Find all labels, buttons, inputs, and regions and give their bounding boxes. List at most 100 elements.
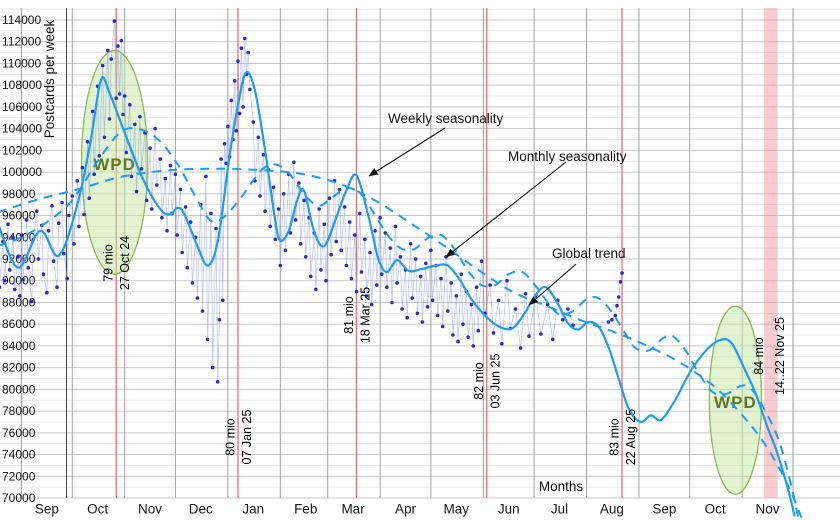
scatter-point [241, 105, 245, 109]
scatter-point [209, 211, 213, 216]
scatter-point [106, 48, 110, 53]
scatter-point [119, 38, 124, 43]
scatter-point [183, 205, 188, 209]
scatter-point [70, 194, 75, 198]
y-tick-label: 82000 [2, 361, 36, 375]
y-tick-label: 88000 [2, 295, 36, 309]
scatter-point [256, 135, 261, 140]
scatter-point [418, 274, 423, 279]
month-label: Jul [551, 502, 568, 517]
scatter-point [85, 139, 90, 144]
scatter-point [102, 135, 107, 140]
scatter-point [398, 254, 403, 259]
event-value-label: 81 mio [342, 296, 356, 334]
y-tick-label: 104000 [2, 122, 42, 136]
scatter-point [107, 117, 112, 121]
scatter-point [261, 152, 266, 157]
y-tick-label: 74000 [2, 448, 36, 462]
scatter-point [11, 235, 15, 240]
scatter-point [2, 278, 7, 283]
scatter-point [195, 296, 200, 300]
scatter-point [496, 298, 501, 303]
scatter-point [219, 157, 223, 161]
scatter-point [180, 250, 184, 255]
scatter-point [271, 185, 276, 190]
scatter-point [302, 198, 306, 203]
scatter-point [344, 263, 349, 268]
scatter-point [353, 233, 357, 237]
scatter-point [430, 298, 435, 303]
y-tick-label: 86000 [2, 317, 36, 331]
scatter-point [550, 337, 555, 342]
scatter-point [173, 172, 178, 177]
scatter-point [319, 268, 323, 272]
scatter-point [425, 305, 430, 309]
scatter-point [117, 92, 122, 96]
scatter-point [263, 209, 267, 213]
scatter-point [527, 334, 531, 338]
scatter-point [369, 302, 374, 307]
scatter-points [0, 19, 624, 384]
y-tick-label: 108000 [2, 78, 42, 92]
scatter-point [239, 46, 244, 50]
scatter-point [454, 294, 459, 298]
scatter-point [87, 196, 91, 200]
scatter-point [439, 276, 443, 281]
month-label: Feb [294, 502, 317, 517]
scatter-point [41, 272, 46, 277]
scatter-point [24, 218, 29, 222]
scatter-point [29, 299, 34, 304]
scatter-point [354, 289, 359, 294]
scatter-point [388, 246, 393, 250]
wpd-label: WPD [93, 155, 136, 174]
scatter-point [128, 102, 132, 107]
scatter-point [97, 154, 102, 158]
y-tick-label: 112000 [2, 35, 41, 49]
scatter-point [163, 176, 168, 181]
scatter-point [339, 248, 344, 253]
scatter-point [451, 333, 455, 337]
scatter-point [518, 346, 523, 350]
scatter-point [474, 285, 479, 290]
scatter-point [292, 160, 296, 165]
scatter-point [229, 98, 234, 103]
scatter-point [200, 309, 205, 313]
scatter-point [363, 237, 367, 242]
scatter-point [100, 63, 105, 68]
scatter-point [317, 207, 322, 211]
scatter-point [400, 307, 404, 311]
scatter-point [281, 192, 286, 196]
scatter-point [618, 280, 623, 284]
scatter-point [122, 94, 127, 98]
scatter-point [505, 278, 509, 283]
scatter-point [7, 268, 12, 272]
scatter-point [144, 198, 149, 203]
scatter-point [109, 57, 113, 61]
scatter-point [309, 274, 313, 279]
scatter-point [217, 318, 222, 322]
scatter-point [359, 270, 364, 274]
month-label: May [444, 502, 470, 517]
scatter-point [446, 309, 450, 313]
scatter-point [298, 242, 303, 246]
month-label: Jan [242, 502, 264, 517]
scatter-point [539, 332, 543, 336]
month-label: Sep [652, 502, 676, 517]
scatter-point [160, 215, 164, 220]
scatter-point [303, 254, 308, 259]
month-label: Nov [138, 502, 162, 517]
month-label: Oct [705, 502, 726, 517]
scatter-point [82, 212, 86, 217]
scatter-point [188, 220, 193, 224]
y-tick-label: 100000 [2, 165, 42, 179]
scatter-point [476, 328, 481, 333]
event-date-label: 22 Aug 25 [624, 409, 638, 465]
annotation-arrow [445, 161, 567, 258]
scatter-point [288, 231, 293, 235]
event-value-label: 79 mio [102, 244, 116, 282]
scatter-point [92, 172, 96, 177]
scatter-point [243, 36, 247, 41]
scatter-point [0, 285, 2, 289]
month-label: Oct [87, 502, 108, 517]
